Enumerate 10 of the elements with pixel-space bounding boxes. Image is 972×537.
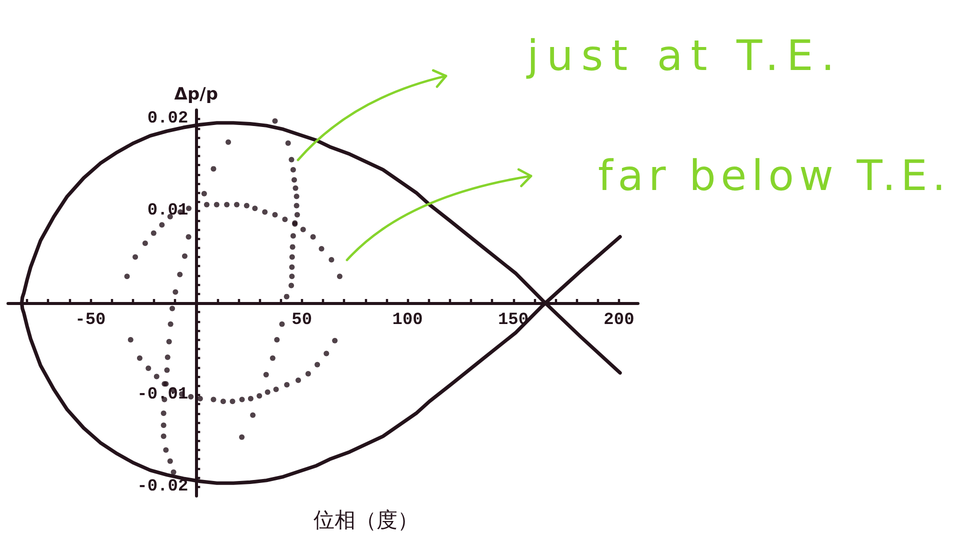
- annotation: far below T.E.: [598, 151, 951, 200]
- x-axis-title: 位相（度）: [314, 508, 418, 532]
- x-tick-label: 100: [392, 311, 423, 330]
- y-tick-label: 0.02: [147, 110, 188, 129]
- text: just at T.E.: [526, 31, 842, 80]
- y-axis-title: Δp/p: [174, 84, 218, 104]
- x-tick-label: 50: [292, 311, 312, 330]
- y-tick-label: -0.02: [137, 477, 188, 496]
- x-tick-label: -50: [75, 311, 106, 330]
- x-tick-label: 200: [604, 311, 634, 330]
